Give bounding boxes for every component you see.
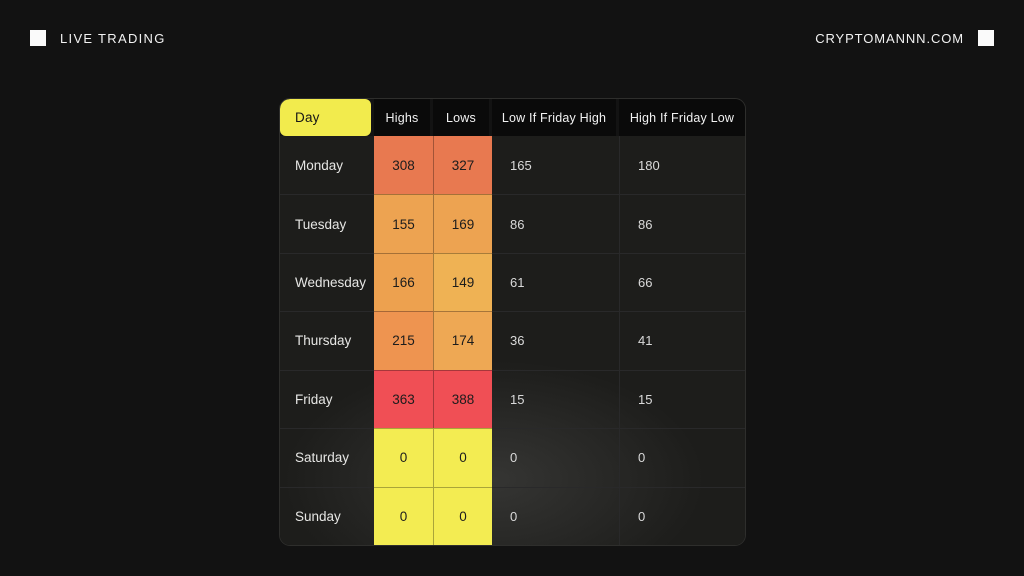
column-header-high-if-friday-low: High If Friday Low <box>619 99 745 136</box>
highs-cell: 308 <box>374 136 433 195</box>
low-if-friday-high-cell: 0 <box>492 428 619 486</box>
lows-cell: 174 <box>433 311 492 370</box>
table-grid: Day Highs Lows Low If Friday High High If Fr… <box>280 99 745 545</box>
day-cell: Monday <box>295 157 344 173</box>
lows-cell: 169 <box>433 194 492 253</box>
low-if-friday-high-cell: 15 <box>492 369 619 428</box>
high-if-friday-low-cell: 86 <box>619 194 745 253</box>
day-cell: Wednesday <box>280 252 374 311</box>
highs-cell: 0 <box>374 486 433 545</box>
lows-cell: 327 <box>433 136 492 195</box>
highs-cell: 215 <box>374 311 433 370</box>
weekly-range-table: Day Highs Lows Low If Friday High High If Fr… <box>279 98 746 546</box>
square-icon <box>30 30 46 46</box>
low-if-friday-high-cell: 36 <box>492 311 619 369</box>
high-if-friday-low-cell: 0 <box>619 486 745 545</box>
lows-cell: 0 <box>433 486 492 545</box>
high-if-friday-low-cell: 15 <box>619 369 745 429</box>
day-cell: Tuesday <box>280 194 374 252</box>
site-brand: CRYPTOMANNN.COM <box>815 30 994 46</box>
lows-cell: 149 <box>433 252 492 312</box>
day-cell: Thursday <box>280 311 374 369</box>
topbar: LIVE TRADING CRYPTOMANNN.COM <box>30 30 994 46</box>
high-if-friday-low-cell: 0 <box>619 428 745 487</box>
highs-cell: 155 <box>374 194 433 253</box>
day-cell: Sunday <box>280 486 374 545</box>
column-header-highs: Highs <box>374 99 430 136</box>
live-trading-label: LIVE TRADING <box>60 30 166 46</box>
high-if-friday-low-cell: 66 <box>619 252 745 312</box>
low-if-friday-high-cell: 165 <box>510 157 532 173</box>
high-if-friday-low-cell: 41 <box>619 311 745 370</box>
highs-cell: 166 <box>374 252 433 312</box>
low-if-friday-high-cell: 61 <box>492 252 619 311</box>
lows-cell: 0 <box>433 428 492 487</box>
low-if-friday-high-cell: 86 <box>492 194 619 252</box>
day-cell: Saturday <box>280 428 374 486</box>
high-if-friday-low-cell: 180 <box>619 136 745 195</box>
live-trading-brand: LIVE TRADING <box>30 30 166 46</box>
lows-cell: 388 <box>433 369 492 429</box>
column-header-low-if-friday-high: Low If Friday High <box>492 99 616 136</box>
square-icon <box>978 30 994 46</box>
highs-cell: 0 <box>374 428 433 487</box>
table-body-background <box>280 136 745 545</box>
highs-cell: 363 <box>374 369 433 429</box>
day-cell: Friday <box>280 369 374 428</box>
column-header-day: Day <box>280 99 371 136</box>
site-url-label: CRYPTOMANNN.COM <box>815 30 964 46</box>
low-if-friday-high-cell: 0 <box>492 486 619 545</box>
column-header-lows: Lows <box>433 99 489 136</box>
